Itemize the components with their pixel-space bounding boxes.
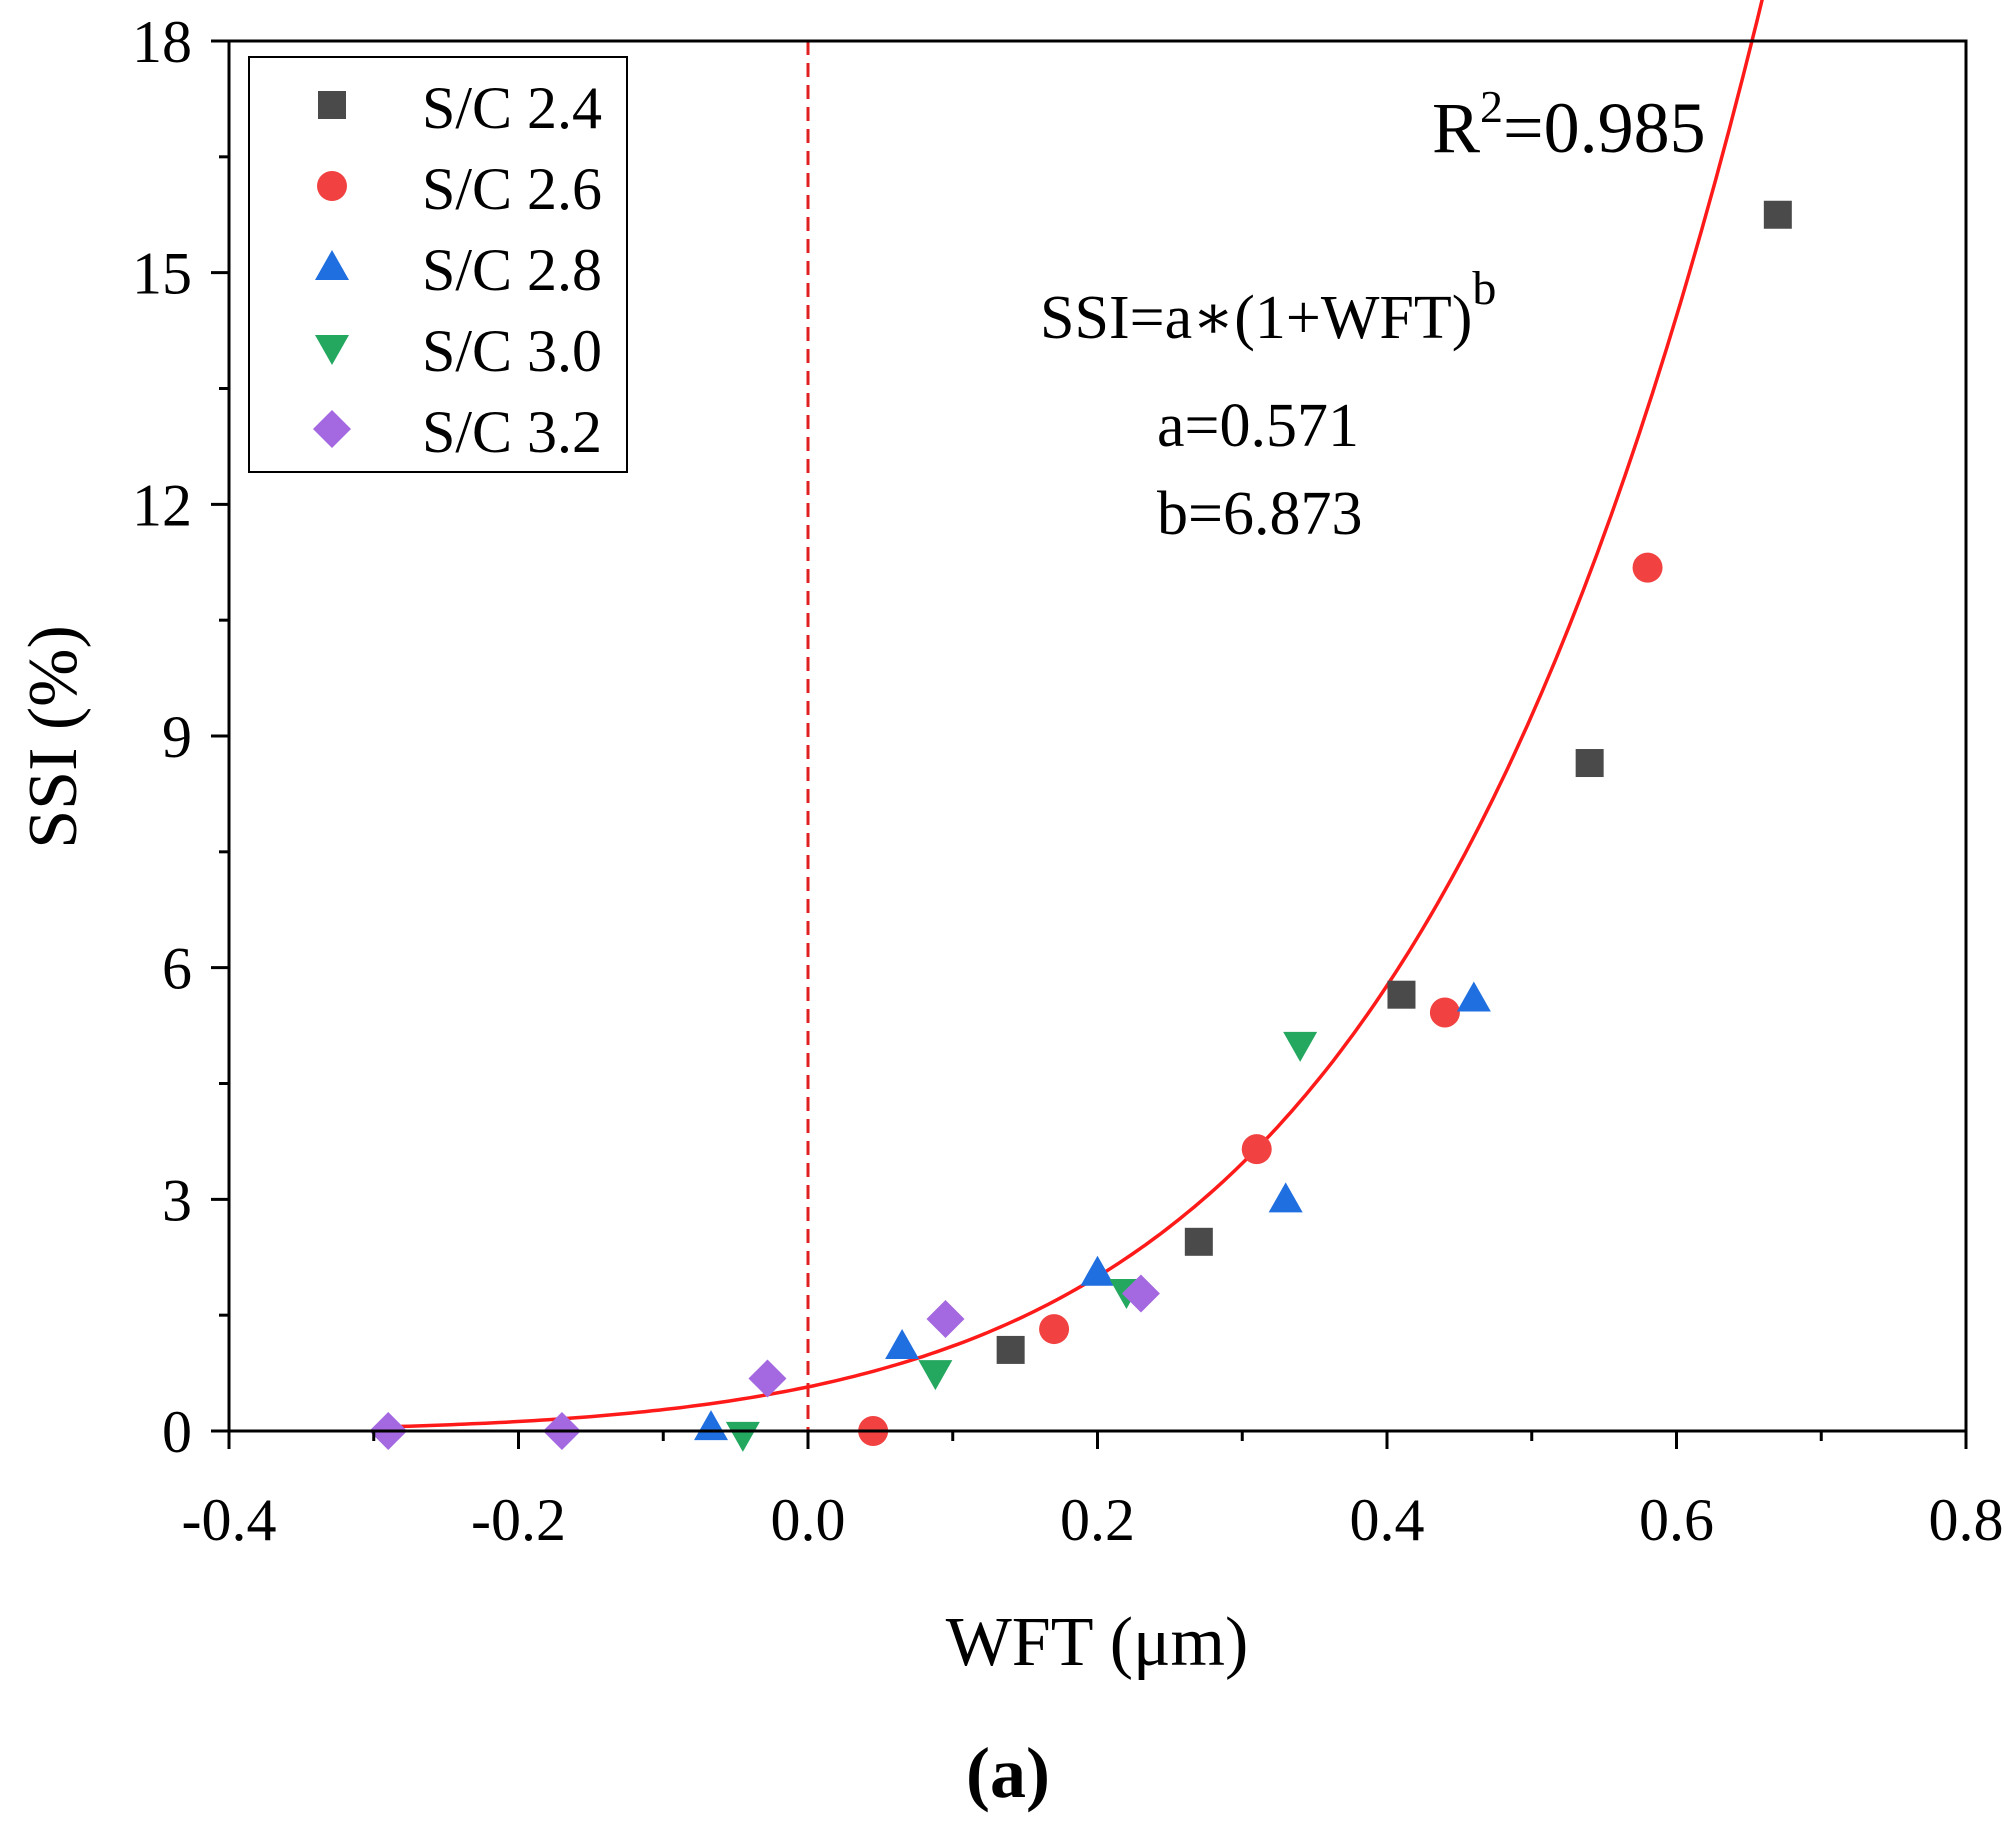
fit-equation: SSI=a∗(1+WFT)b [1040,262,1496,352]
legend-box [248,56,628,473]
figure-caption: (a) [966,1733,1050,1813]
legend-marker [313,410,351,448]
data-point [1387,980,1416,1009]
legend-label: S/C 2.6 [422,156,602,222]
legend-entries: S/C 2.4 S/C 2.6 S/C 2.8 S/C 3.0 S/C 3.2 [313,75,602,465]
data-point [1429,997,1460,1028]
fit-param-b: b=6.873 [1157,480,1362,548]
data-point [918,1360,953,1391]
r-squared-label: R2=0.985 [1432,81,1706,168]
fit-annotation: R2=0.985 SSI=a∗(1+WFT)b a=0.571 b=6.873 [1040,81,1706,548]
x-tick-label: 0.4 [1350,1487,1425,1553]
y-tick-label: 12 [132,472,192,538]
data-point [1456,981,1491,1012]
x-tick-label: -0.2 [471,1487,566,1553]
legend-marker [317,171,347,201]
x-tick-label: 0.2 [1060,1487,1135,1553]
y-axis-ticks: 0 3 6 9 12 15 18 [132,9,229,1465]
y-tick-label: 9 [162,704,192,770]
fit-param-a: a=0.571 [1157,392,1359,460]
y-tick-label: 0 [162,1399,192,1465]
legend: S/C 2.4 S/C 2.6 S/C 2.8 S/C 3.0 S/C 3.2 [248,56,628,473]
x-axis-label: WFT (μm) [946,1604,1249,1681]
legend-marker [315,250,349,280]
data-point [694,1410,729,1441]
y-tick-label: 6 [162,936,192,1002]
y-tick-label: 15 [132,241,192,307]
legend-marker [318,91,346,119]
data-point [1763,200,1792,229]
x-axis-ticks: -0.4 -0.2 0.0 0.2 0.4 0.6 0.8 [182,1431,2004,1553]
legend-label: S/C 2.8 [422,237,602,303]
data-point [885,1329,920,1360]
data-point [1575,749,1604,778]
legend-marker [315,335,349,365]
legend-label: S/C 2.4 [422,75,602,141]
data-point [1241,1134,1272,1165]
x-tick-label: 0.8 [1929,1487,2004,1553]
y-tick-label: 18 [132,9,192,75]
x-tick-label: 0.0 [771,1487,846,1553]
data-point [1268,1182,1303,1213]
data-point [1080,1255,1115,1286]
data-point [1283,1031,1318,1062]
data-point [1632,552,1663,583]
legend-label: S/C 3.2 [422,399,602,465]
data-point [926,1300,965,1339]
x-tick-label: 0.6 [1639,1487,1714,1553]
y-tick-label: 3 [162,1167,192,1233]
data-point [1184,1227,1213,1256]
data-point [725,1421,760,1452]
data-point [1121,1274,1160,1313]
legend-label: S/C 3.0 [422,318,602,384]
x-tick-label: -0.4 [182,1487,277,1553]
data-point [996,1335,1025,1364]
data-point [748,1359,787,1398]
y-axis-label: SSI (%) [15,625,92,849]
data-point [1039,1314,1070,1345]
